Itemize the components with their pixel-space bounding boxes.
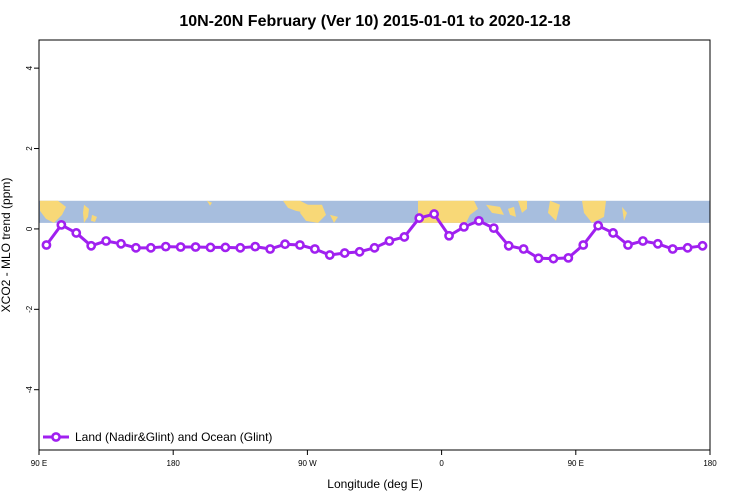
data-point xyxy=(578,240,589,250)
data-point xyxy=(250,241,261,252)
data-point xyxy=(101,236,111,246)
x-tick-label: 90 E xyxy=(568,459,584,468)
data-point xyxy=(682,242,693,253)
map-land xyxy=(508,206,516,217)
map-land xyxy=(486,204,504,215)
x-axis: 90 E 180 90 W 0 90 E 180 xyxy=(31,450,717,468)
x-tick-label: 180 xyxy=(167,459,181,468)
data-point xyxy=(280,239,290,250)
data-point xyxy=(131,242,141,253)
data-point xyxy=(399,232,410,242)
data-point xyxy=(116,238,126,249)
data-point xyxy=(41,240,52,250)
data-point xyxy=(369,242,380,253)
data-point xyxy=(473,215,484,226)
plot-frame xyxy=(38,39,711,451)
series-group xyxy=(41,209,708,264)
map-ocean xyxy=(39,200,710,223)
data-point xyxy=(86,240,97,251)
data-point xyxy=(593,220,604,231)
y-axis: -4 -2 0 2 4 xyxy=(25,65,39,393)
data-point xyxy=(667,244,678,254)
x-tick-label: 90 W xyxy=(298,459,317,468)
data-point xyxy=(205,242,216,253)
data-point xyxy=(623,240,633,250)
data-point xyxy=(71,228,82,238)
x-tick-label: 0 xyxy=(439,459,444,468)
map-land xyxy=(83,204,89,223)
y-tick-label: -4 xyxy=(25,386,34,394)
data-point xyxy=(235,242,246,253)
legend-label: Land (Nadir&Glint) and Ocean (Glint) xyxy=(75,430,272,444)
data-point xyxy=(56,220,67,230)
map-land xyxy=(330,214,338,223)
y-tick-label: 0 xyxy=(25,226,34,231)
map-land xyxy=(518,200,527,213)
data-point xyxy=(175,242,186,252)
y-axis-label: XCO2 - MLO trend (ppm) xyxy=(0,178,13,313)
data-point xyxy=(518,244,529,254)
chart-title: 10N-20N February (Ver 10) 2015-01-01 to … xyxy=(179,13,570,30)
data-point xyxy=(295,240,305,250)
map-land xyxy=(300,204,326,223)
map-land xyxy=(207,200,212,206)
data-point xyxy=(563,252,574,263)
x-axis-label: Longitude (deg E) xyxy=(327,477,422,491)
data-point xyxy=(459,222,469,232)
data-point xyxy=(503,240,514,251)
x-tick-label: 180 xyxy=(703,459,717,468)
map-land xyxy=(40,200,66,223)
map-land xyxy=(91,214,97,222)
data-point xyxy=(265,244,276,254)
data-point xyxy=(414,213,425,223)
data-point xyxy=(429,209,440,219)
data-point xyxy=(548,253,559,264)
data-point xyxy=(309,244,320,254)
data-point xyxy=(488,223,499,234)
data-point xyxy=(533,253,544,264)
data-point xyxy=(652,238,663,249)
data-point xyxy=(160,241,171,252)
map-land xyxy=(582,200,606,223)
data-point xyxy=(638,236,648,246)
data-point xyxy=(354,246,365,257)
y-tick-label: 2 xyxy=(25,146,34,151)
data-point xyxy=(190,242,201,252)
legend: Land (Nadir&Glint) and Ocean (Glint) xyxy=(43,430,272,444)
y-tick-label: -2 xyxy=(25,305,34,313)
x-tick-label: 90 E xyxy=(31,459,47,468)
legend-marker xyxy=(51,432,61,442)
data-point xyxy=(608,228,618,238)
data-point xyxy=(444,230,454,241)
map-strip xyxy=(39,200,710,223)
data-point xyxy=(145,242,156,253)
y-tick-label: 4 xyxy=(25,65,34,70)
data-point xyxy=(384,236,395,246)
data-point xyxy=(339,248,350,258)
map-land xyxy=(548,200,560,221)
data-point xyxy=(220,242,231,253)
data-point xyxy=(324,250,335,260)
map-land xyxy=(622,206,627,221)
data-point xyxy=(697,240,708,251)
